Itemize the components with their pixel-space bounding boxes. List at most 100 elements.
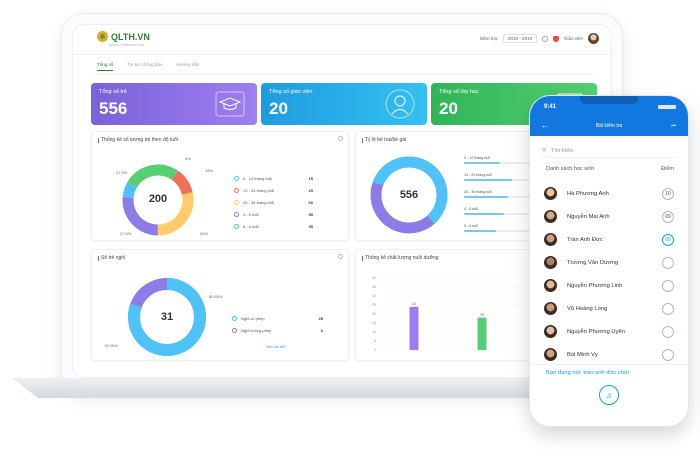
legend-label: 25 - 36 tháng tuổi	[243, 199, 275, 205]
logo-subtitle: QUẢN LÝ TRƯỜNG HỌC	[109, 43, 145, 47]
absent-donut-chart	[128, 278, 206, 356]
legend-item[interactable]: 25 - 36 tháng tuổi 60	[234, 196, 313, 208]
score-input[interactable]	[662, 325, 674, 338]
laptop-base	[12, 378, 662, 398]
legend-dot	[232, 327, 237, 333]
student-avatar	[544, 325, 557, 338]
help-icon[interactable]	[541, 35, 548, 42]
panel-title: Thống kê chất lượng nuôi dưỡng	[362, 255, 439, 261]
student-row[interactable]: Nguyễn Phương Linh	[544, 274, 674, 297]
stat-label: Tổng số giáo viên	[269, 89, 313, 95]
tab-news[interactable]: Tin tức thông báo	[127, 62, 163, 67]
student-name: Nguyễn Phương Uyên	[567, 328, 625, 335]
y-tick-label: 40	[372, 276, 376, 280]
legend-label: 13 - 24 tháng tuổi	[243, 187, 275, 193]
student-avatar	[544, 348, 557, 361]
student-name: Bùi Minh Vy	[567, 351, 598, 358]
stat-value: 556	[99, 99, 128, 118]
phone-header: 9:41 ← Bài kiểm tra ⏮	[530, 96, 688, 136]
donut-slice[interactable]	[120, 162, 196, 238]
score-input[interactable]: 09	[662, 210, 674, 223]
gender-bar-track	[464, 196, 544, 198]
bar[interactable]	[409, 306, 419, 350]
stat-value: 20	[269, 99, 288, 118]
gender-donut-chart	[370, 156, 448, 234]
legend-count: 6	[320, 327, 323, 333]
microphone-icon[interactable]: ♫	[599, 385, 619, 405]
gender-bar-label: 25 - 36 tháng tuổi	[464, 190, 492, 194]
app-logo[interactable]: QLTH.VN	[97, 31, 150, 42]
top-bar-actions: Năm học 2018 - 2019 Giáo viên	[480, 33, 599, 44]
student-name: Hà Phương Anh	[567, 190, 609, 197]
pct-label: 5%	[185, 156, 191, 161]
pct-label: 27.5%	[116, 170, 128, 175]
bell-icon[interactable]	[552, 35, 559, 42]
panel-absent: Số trẻ nghỉ 31 80.65% 19.35% Nghỉ có phé…	[91, 249, 349, 361]
legend-item[interactable]: Nghỉ không phép 6	[232, 324, 323, 336]
legend-label: Nghỉ có phép	[241, 315, 265, 321]
stat-card-children[interactable]: Tổng số trẻ 556	[91, 83, 257, 125]
y-tick-label: 20	[372, 312, 376, 316]
settings-icon[interactable]	[338, 254, 343, 259]
gender-bar-label: 13 - 24 tháng tuổi	[464, 173, 492, 177]
gender-bar-track	[464, 213, 544, 215]
gender-bar-fill	[464, 230, 496, 232]
student-row[interactable]: Nguyễn Phương Uyên	[544, 320, 674, 343]
tab-guide[interactable]: Hướng dẫn	[176, 62, 200, 67]
search-input[interactable]: ⚲ Tìm kiếm	[542, 144, 676, 158]
student-row[interactable]: Trương Văn Dương	[544, 251, 674, 274]
legend-item[interactable]: 13 - 24 tháng tuổi 25	[234, 184, 313, 196]
stat-label: Tổng số lớp học	[439, 89, 479, 95]
student-name: Trần Anh Đức	[567, 236, 603, 243]
back-arrow-icon[interactable]: ←	[541, 121, 549, 130]
user-avatar[interactable]	[588, 33, 599, 44]
score-input[interactable]	[662, 302, 674, 315]
view-details-link[interactable]: Xem chi tiết	[266, 345, 285, 349]
student-avatar	[544, 210, 557, 223]
y-tick-label: 35	[372, 285, 376, 289]
legend-dot	[234, 223, 239, 229]
legend-item[interactable]: 0 - 13 tháng tuổi 15	[234, 172, 313, 184]
legend-item[interactable]: 4 - 5 tuổi 55	[234, 208, 313, 220]
donut-slice[interactable]	[120, 162, 196, 238]
year-select[interactable]: 2018 - 2019	[502, 34, 537, 43]
stat-value: 20	[439, 99, 458, 118]
student-row[interactable]: Trần Anh Đức 09	[544, 228, 674, 251]
legend-dot	[234, 187, 239, 193]
pct-label: 80.65%	[209, 294, 223, 299]
legend-item[interactable]: 5 - 6 tuổi 55	[234, 220, 313, 232]
legend-item[interactable]: Nghỉ có phép 25	[232, 312, 323, 324]
year-label: Năm học	[479, 36, 498, 41]
bar-value-label: 18	[480, 313, 484, 317]
student-row[interactable]: Vũ Hoàng Long	[544, 297, 674, 320]
legend-label: 5 - 6 tuổi	[243, 223, 259, 229]
settings-icon[interactable]	[338, 136, 343, 141]
search-icon: ⚲	[542, 147, 547, 154]
user-role-label[interactable]: Giáo viên	[563, 36, 583, 41]
donut-total: 200	[148, 193, 168, 205]
panel-title: Tỷ lệ bé trai/bé gái	[362, 137, 406, 143]
score-input[interactable]	[662, 256, 674, 269]
gender-bar-track	[464, 162, 544, 164]
bar[interactable]	[477, 317, 487, 350]
legend-dot	[234, 175, 239, 181]
score-input[interactable]	[662, 279, 674, 292]
gender-bar-item: 5 - 6 tuổi	[464, 224, 544, 241]
tab-overview[interactable]: Tổng số	[97, 62, 114, 71]
list-header-label: Danh sách học sinh	[546, 166, 595, 172]
panel-title: Thống kê số lượng trẻ theo độ tuổi	[98, 137, 178, 143]
student-row[interactable]: Hà Phương Anh 10	[544, 182, 674, 205]
score-input[interactable]	[662, 348, 674, 361]
student-row[interactable]: Nguyễn Mai Anh 09	[544, 205, 674, 228]
stat-card-teachers[interactable]: Tổng số giáo viên 20	[261, 83, 427, 125]
skip-icon[interactable]: ⏮	[671, 123, 676, 129]
tab-divider	[95, 74, 595, 75]
gender-bar-item: 4 - 5 tuổi	[464, 207, 544, 224]
student-name: Trương Văn Dương	[567, 259, 619, 266]
score-input[interactable]: 10	[662, 187, 674, 200]
score-input[interactable]: 09	[662, 233, 674, 246]
gender-bar-fill	[464, 213, 504, 215]
donut-slice[interactable]	[120, 162, 196, 238]
student-row[interactable]: Bùi Minh Vy	[544, 343, 674, 366]
y-tick-label: 10	[372, 330, 376, 334]
